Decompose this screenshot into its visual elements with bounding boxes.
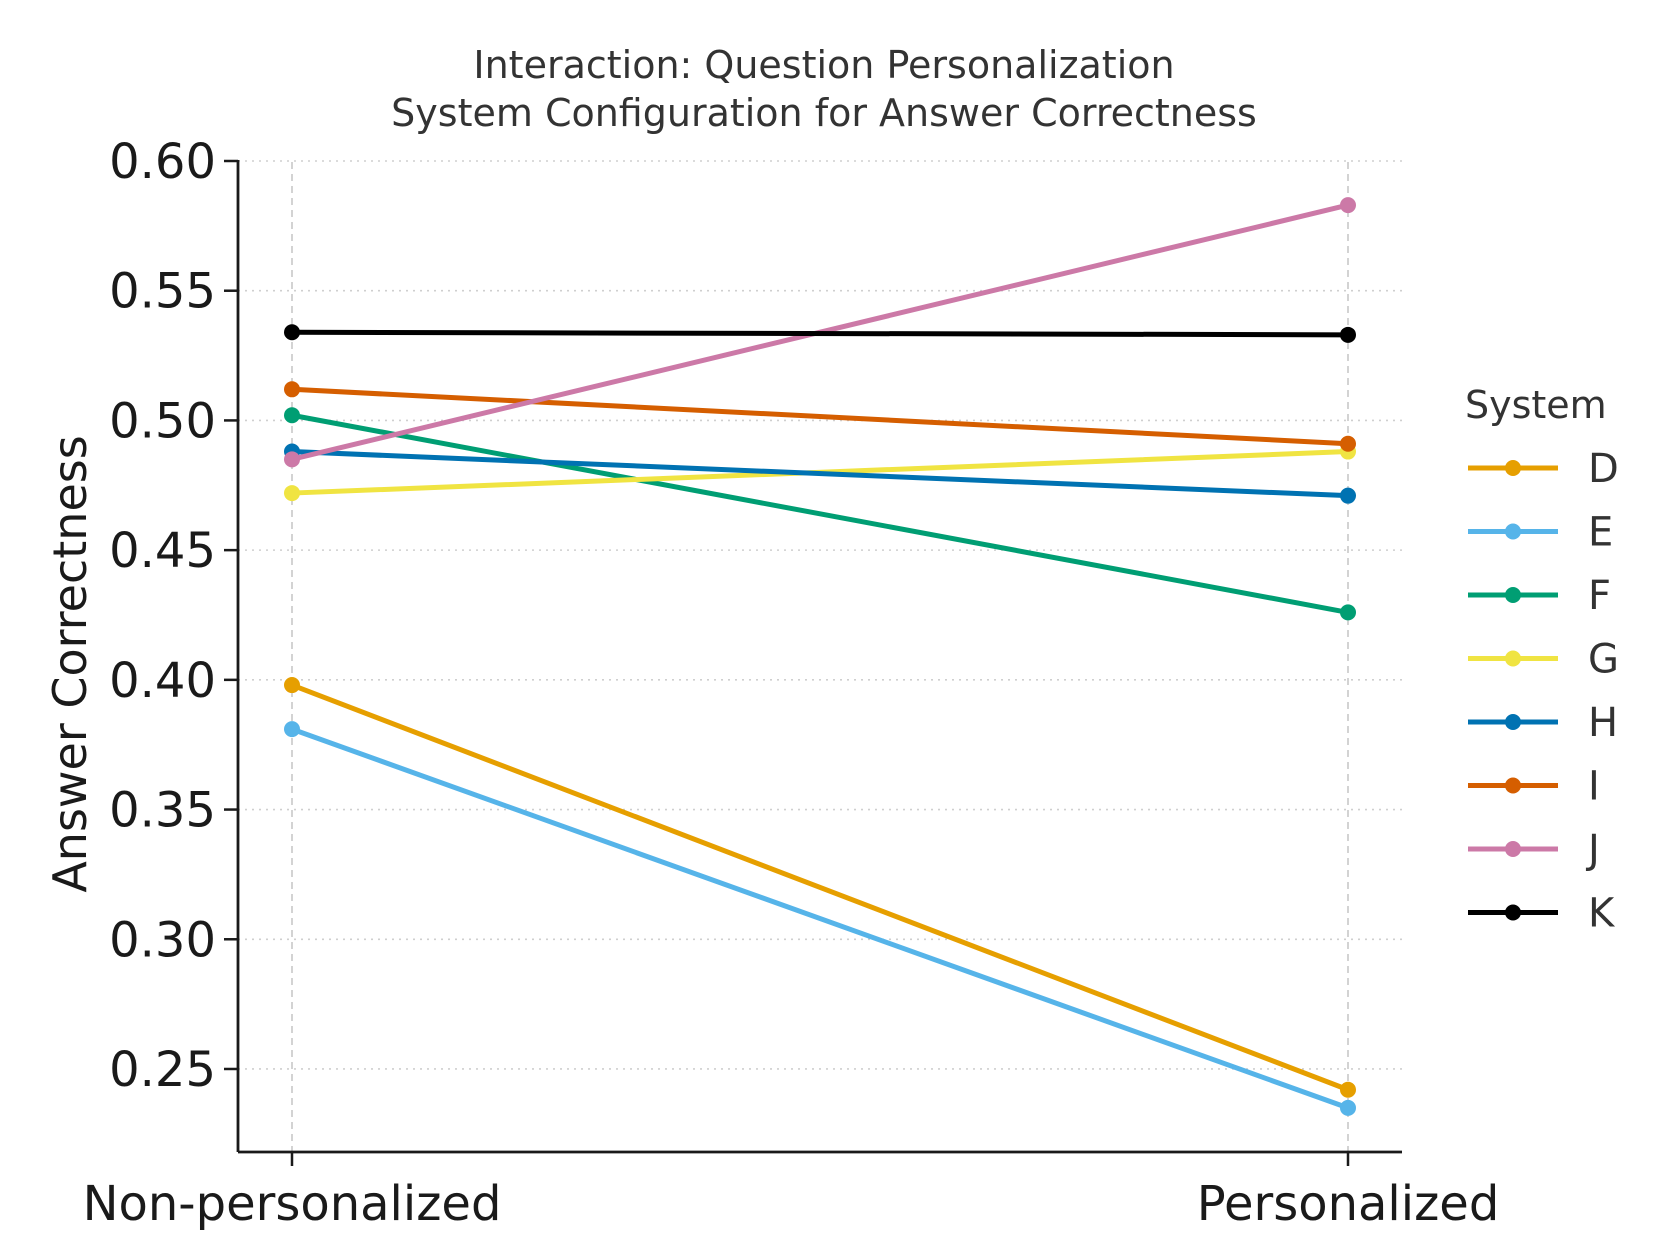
legend-item-f: F: [1468, 573, 1611, 619]
y-tick-label: 0.30: [109, 912, 216, 968]
data-point-j-0: [284, 451, 300, 468]
series-line-d: [289, 682, 1351, 1093]
data-point-i-1: [1340, 435, 1356, 452]
legend-item-h: H: [1468, 700, 1618, 746]
series-lines: [284, 197, 1356, 1116]
y-tick-label: 0.25: [109, 1042, 216, 1098]
legend-item-e: E: [1468, 510, 1613, 556]
data-point-j-1: [1340, 197, 1356, 214]
legend-item-g: G: [1468, 637, 1619, 683]
data-point-k-1: [1340, 326, 1356, 343]
y-tick-label: 0.40: [109, 653, 216, 709]
data-point-i-0: [284, 381, 300, 398]
chart-title-line-2: System Configuration for Answer Correctn…: [391, 91, 1257, 135]
legend-swatch-marker: [1505, 714, 1521, 730]
x-tick-label: Personalized: [1197, 1176, 1500, 1232]
series-line-i: [289, 386, 1351, 447]
legend-label: K: [1588, 891, 1616, 937]
y-tick-label: 0.50: [109, 393, 216, 449]
chart-title: Interaction: Question Personalization Sy…: [391, 43, 1257, 135]
chart-title-line-1: Interaction: Question Personalization: [473, 43, 1174, 87]
legend-label: G: [1588, 637, 1619, 683]
y-tick-label: 0.60: [109, 134, 216, 190]
legend-item-d: D: [1468, 446, 1619, 492]
legend-swatch-marker: [1505, 587, 1521, 603]
series-d: [284, 677, 1356, 1098]
series-k: [284, 324, 1356, 343]
x-tick-label: Non-personalized: [83, 1176, 502, 1232]
data-point-e-1: [1340, 1099, 1356, 1116]
data-point-d-0: [284, 677, 300, 694]
series-line-e: [289, 726, 1351, 1111]
y-axis-label: Answer Correctness: [43, 435, 97, 892]
legend-label: D: [1588, 446, 1619, 492]
series-i: [284, 381, 1356, 452]
data-point-f-0: [284, 407, 300, 424]
data-point-e-0: [284, 721, 300, 738]
data-point-h-1: [1340, 487, 1356, 504]
legend-title: System: [1465, 383, 1607, 427]
legend-label: J: [1585, 827, 1600, 873]
legend-label: E: [1588, 510, 1613, 556]
series-f: [284, 407, 1356, 621]
grid-lines: [238, 160, 1402, 1152]
legend-swatch-marker: [1505, 841, 1521, 857]
axes: 0.25 0.30 0.35 0.40 0.45 0.50 0.55 0.60 Non-pers…: [83, 134, 1500, 1232]
series-line-h: [289, 449, 1351, 499]
legend-item-j: J: [1468, 827, 1600, 873]
series-line-k: [289, 329, 1351, 338]
data-point-f-1: [1340, 604, 1356, 621]
y-tick-label: 0.55: [109, 264, 216, 320]
legend-label: H: [1588, 700, 1618, 746]
legend-item-i: I: [1468, 764, 1600, 810]
y-tick-label: 0.35: [109, 783, 216, 839]
data-point-d-1: [1340, 1081, 1356, 1098]
legend-swatch-marker: [1505, 904, 1521, 921]
legend-swatch-marker: [1505, 523, 1521, 540]
data-point-g-0: [284, 485, 300, 502]
series-e: [284, 721, 1356, 1116]
y-tick-label: 0.45: [109, 523, 216, 579]
legend-swatch-marker: [1505, 777, 1521, 794]
legend-swatch-marker: [1505, 650, 1521, 667]
legend-swatch-marker: [1505, 460, 1521, 476]
series-line-f: [289, 412, 1351, 615]
legend-item-k: K: [1468, 891, 1616, 937]
legend-label: F: [1588, 573, 1611, 619]
legend-label: I: [1588, 764, 1600, 810]
data-point-k-0: [284, 324, 300, 341]
